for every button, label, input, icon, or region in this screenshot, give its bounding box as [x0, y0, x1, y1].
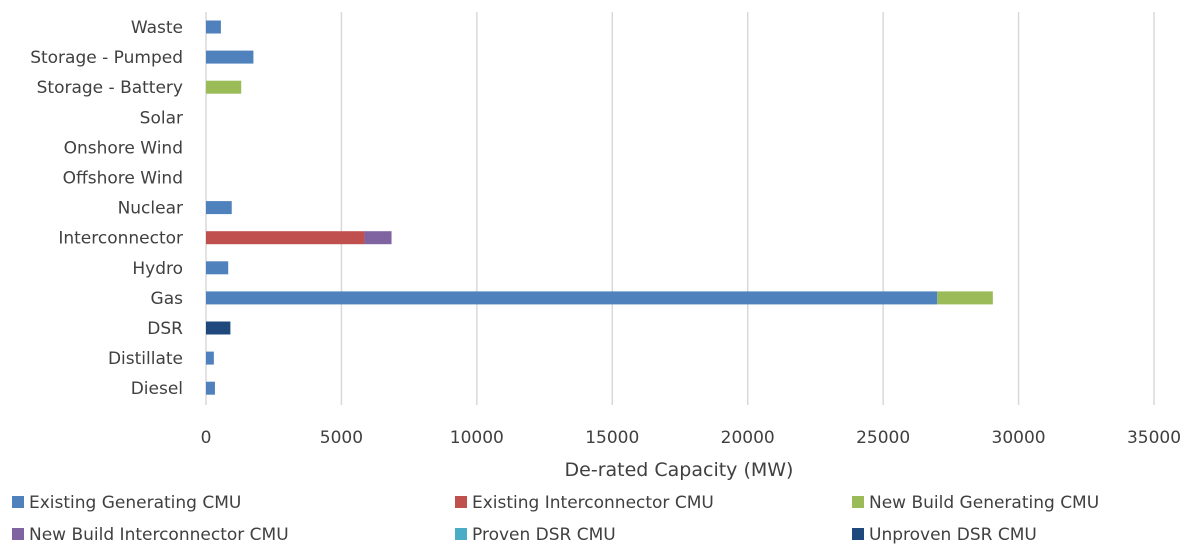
legend-swatch-new-build-interconnector-cmu [12, 528, 24, 540]
bar-interconnector-existing-interconnector-cmu [206, 231, 365, 245]
legend-label-existing-interconnector-cmu: Existing Interconnector CMU [472, 493, 714, 513]
category-label-storage-battery: Storage - Battery [37, 78, 183, 98]
category-label-nuclear: Nuclear [118, 199, 183, 219]
category-label-dsr: DSR [147, 319, 183, 339]
category-label-diesel: Diesel [131, 379, 183, 399]
bar-gas-existing-generating-cmu [206, 291, 938, 305]
x-tick-5000: 5000 [320, 428, 363, 448]
category-label-solar: Solar [140, 108, 183, 128]
x-tick-10000: 10000 [450, 428, 504, 448]
category-label-interconnector: Interconnector [58, 229, 183, 249]
legend: Existing Generating CMU Existing Intercon… [12, 493, 1099, 545]
x-tick-15000: 15000 [585, 428, 639, 448]
x-tick-30000: 30000 [992, 428, 1046, 448]
legend-swatch-proven-dsr-cmu [455, 528, 467, 540]
legend-swatch-existing-generating-cmu [12, 496, 24, 508]
bars [206, 20, 993, 395]
bar-waste-existing-generating-cmu [206, 20, 221, 34]
x-axis-title: De-rated Capacity (MW) [565, 459, 794, 481]
bar-diesel-existing-generating-cmu [206, 381, 215, 395]
bar-dsr-unproven-dsr-cmu [206, 321, 231, 335]
legend-swatch-existing-interconnector-cmu [455, 496, 467, 508]
x-tick-25000: 25000 [856, 428, 910, 448]
legend-label-new-build-interconnector-cmu: New Build Interconnector CMU [29, 525, 289, 545]
bar-nuclear-existing-generating-cmu [206, 201, 232, 215]
legend-label-new-build-generating-cmu: New Build Generating CMU [869, 493, 1099, 513]
category-label-waste: Waste [131, 18, 183, 38]
category-label-onshore-wind: Onshore Wind [64, 138, 183, 158]
legend-label-existing-generating-cmu: Existing Generating CMU [29, 493, 241, 513]
bar-storage-pumped-existing-generating-cmu [206, 50, 254, 64]
legend-label-proven-dsr-cmu: Proven DSR CMU [472, 525, 616, 545]
legend-label-unproven-dsr-cmu: Unproven DSR CMU [869, 525, 1037, 545]
gridlines [205, 12, 1155, 405]
category-label-distillate: Distillate [108, 349, 183, 369]
legend-swatch-unproven-dsr-cmu [852, 528, 864, 540]
bar-distillate-existing-generating-cmu [206, 351, 214, 365]
x-tick-35000: 35000 [1127, 428, 1181, 448]
bar-storage-battery-new-build-generating-cmu [206, 80, 242, 94]
x-tick-labels: 0 5000 10000 15000 20000 25000 30000 35000 [201, 428, 1181, 448]
category-label-gas: Gas [151, 289, 184, 309]
bar-gas-new-build-generating-cmu [937, 291, 993, 305]
category-label-hydro: Hydro [132, 259, 183, 279]
category-labels: Waste Storage - Pumped Storage - Battery So… [30, 18, 183, 399]
category-label-storage-pumped: Storage - Pumped [30, 48, 183, 68]
x-tick-0: 0 [201, 428, 212, 448]
bar-interconnector-new-build-interconnector-cmu [364, 231, 392, 245]
legend-swatch-new-build-generating-cmu [852, 496, 864, 508]
bar-hydro-existing-generating-cmu [206, 261, 229, 275]
category-label-offshore-wind: Offshore Wind [63, 169, 183, 189]
x-tick-20000: 20000 [721, 428, 775, 448]
